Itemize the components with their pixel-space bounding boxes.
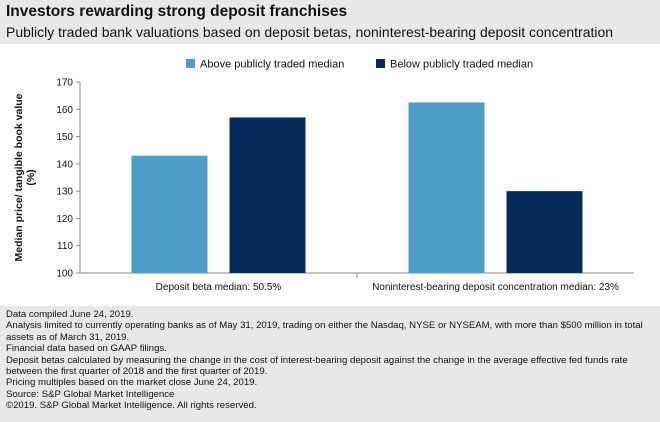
chart-subtitle: Publicly traded bank valuations based on… <box>6 24 614 40</box>
footnote: Financial data based on GAAP filings. <box>6 343 167 355</box>
chart-header: Investors rewarding strong deposit franc… <box>0 0 660 44</box>
bar <box>408 102 485 273</box>
legend-label: Above publicly traded median <box>200 59 344 71</box>
y-tick-label: 110 <box>57 241 73 252</box>
y-tick-label: 120 <box>56 214 73 225</box>
y-tick-label: 170 <box>56 78 73 89</box>
y-tick-label: 100 <box>56 269 73 280</box>
legend-swatch <box>186 59 195 68</box>
footnote: ©2019. S&P Global Market Intelligence. A… <box>6 400 257 412</box>
bar <box>229 117 306 273</box>
legend-swatch <box>376 59 385 68</box>
footnote: Source: S&P Global Market Intelligence <box>6 388 175 400</box>
footnote-list: Data compiled June 24, 2019. Analysis li… <box>6 309 654 412</box>
chart-title: Investors rewarding strong deposit franc… <box>6 3 348 20</box>
y-tick-label: 140 <box>56 159 73 170</box>
footnote: Analysis limited to currently operating … <box>6 320 643 343</box>
bar <box>131 155 208 273</box>
footnotes: Data compiled June 24, 2019. Analysis li… <box>0 306 660 422</box>
y-axis-title: (%) <box>25 169 37 185</box>
footnote: Deposit betas calculated by measuring th… <box>6 354 628 378</box>
bar <box>506 191 583 273</box>
x-category-label: Noninterest-bearing deposit concentratio… <box>372 282 619 293</box>
x-category-label: Deposit beta median: 50.5% <box>156 282 282 293</box>
footnote: Data compiled June 24, 2019. <box>6 309 134 320</box>
y-tick-label: 130 <box>56 187 73 198</box>
footnote: Pricing multiples based on the market cl… <box>6 377 258 389</box>
y-tick-label: 160 <box>56 105 73 116</box>
chart-area: 100 110 120 130 140 150 160 170 Median price/ ta… <box>0 44 660 306</box>
legend-label: Below publicly traded median <box>390 59 533 71</box>
y-tick-label: 150 <box>56 132 73 143</box>
bar-chart: 100 110 120 130 140 150 160 170 Median price/ ta… <box>13 59 634 293</box>
y-axis-title: Median price/ tangible book value <box>13 93 25 261</box>
